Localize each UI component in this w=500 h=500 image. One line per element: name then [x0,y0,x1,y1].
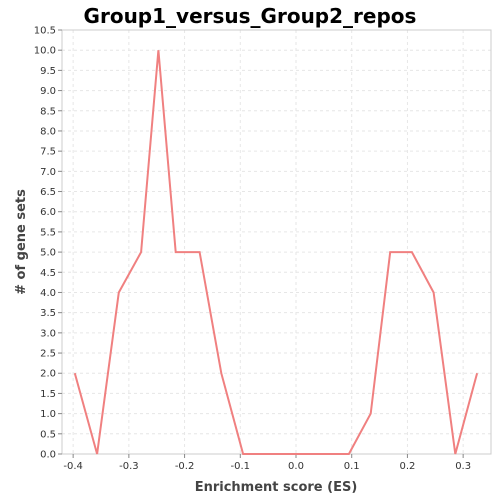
x-tick-label: -0.2 [175,461,195,472]
y-tick-label: 5.0 [40,248,56,259]
x-tick-label: -0.4 [63,461,83,472]
y-tick-label: 7.5 [40,147,56,158]
y-tick-label: 10.5 [34,26,56,37]
y-tick-label: 0.0 [40,450,56,461]
y-axis-label: # of gene sets [14,189,29,295]
y-tick-label: 7.0 [40,167,56,178]
y-tick-label: 5.5 [40,227,56,238]
y-tick-label: 3.0 [40,328,56,339]
x-tick-label: -0.1 [231,461,251,472]
y-tick-label: 8.5 [40,106,56,117]
x-axis-label: Enrichment score (ES) [195,480,358,495]
y-tick-label: 0.5 [40,429,56,440]
grid-lines [62,29,491,455]
y-axis: 0.0 0.5 1.0 1.5 2.0 2.5 3.0 3.5 4.0 4.5 5.0 5.5 6.0 6… [34,26,62,461]
x-tick-label: 0.2 [399,461,415,472]
y-tick-label: 8.0 [40,126,56,137]
y-tick-label: 10.0 [34,46,56,57]
y-tick-label: 9.0 [40,86,56,97]
y-tick-label: 6.0 [40,207,56,218]
plot-frame [61,29,492,455]
series-line [73,50,479,455]
x-tick-label: 0.0 [288,461,304,472]
x-tick-label: -0.3 [119,461,139,472]
y-tick-label: 1.5 [40,389,56,400]
y-tick-label: 6.5 [40,187,56,198]
y-tick-label: 2.5 [40,349,56,360]
x-tick-label: 0.1 [344,461,360,472]
chart-title: Group1_versus_Group2_repos [83,4,417,28]
y-tick-label: 4.5 [40,268,56,279]
y-tick-label: 9.5 [40,66,56,77]
y-tick-label: 4.0 [40,288,56,299]
y-tick-label: 2.0 [40,369,56,380]
x-axis: -0.4 -0.3 -0.2 -0.1 0.0 0.1 0.2 0.3 [63,454,471,472]
y-tick-label: 1.0 [40,409,56,420]
y-tick-label: 3.5 [40,308,56,319]
x-tick-label: 0.3 [455,461,471,472]
